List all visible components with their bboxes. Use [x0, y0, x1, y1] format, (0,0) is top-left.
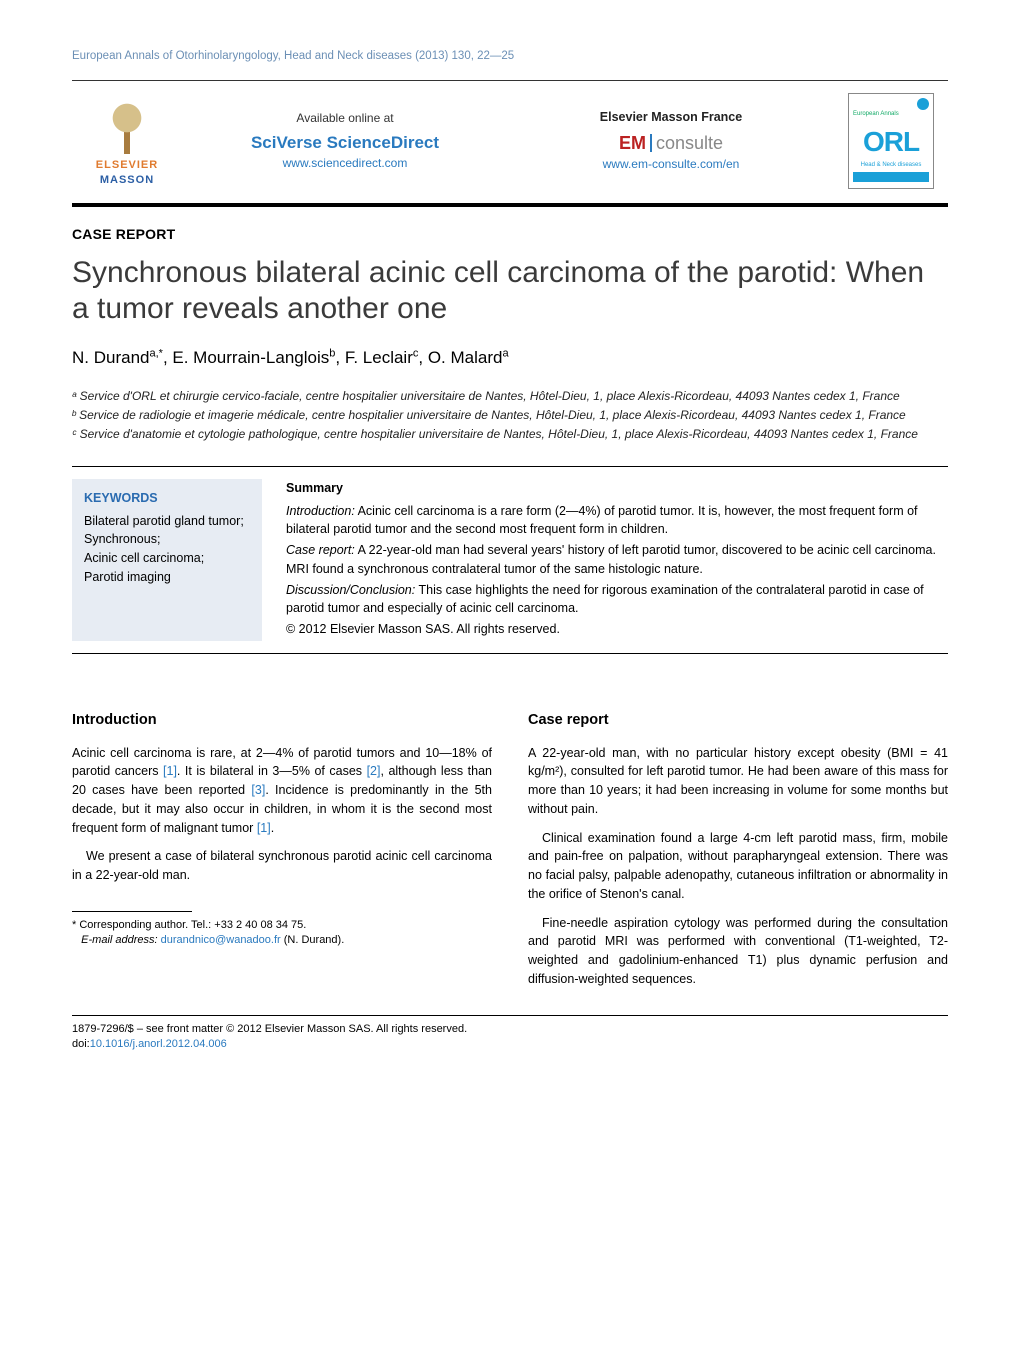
affiliation-b: ᵇ Service de radiologie et imagerie médi… [72, 407, 948, 424]
corr-email-tail: (N. Durand). [281, 934, 345, 946]
ref-link-2[interactable]: [2] [367, 764, 381, 778]
article-title: Synchronous bilateral acinic cell carcin… [72, 255, 948, 328]
introduction-heading: Introduction [72, 710, 492, 732]
doi-link[interactable]: 10.1016/j.anorl.2012.04.006 [90, 1038, 227, 1050]
em-text: EM [619, 133, 646, 153]
cover-title: ORL [849, 122, 933, 161]
keywords-heading: KEYWORDS [84, 489, 250, 508]
corr-line: Corresponding author. Tel.: +33 2 40 08 … [76, 919, 306, 931]
case-paragraph-1: A 22-year-old man, with no particular hi… [528, 744, 948, 819]
disc-runhead: Discussion/Conclusion: [286, 583, 415, 597]
front-matter-line: 1879-7296/$ – see front matter © 2012 El… [72, 1022, 948, 1037]
summary-heading: Summary [286, 479, 948, 498]
summary-copyright: © 2012 Elsevier Masson SAS. All rights r… [286, 620, 948, 639]
summary-discussion: Discussion/Conclusion: This case highlig… [286, 581, 948, 619]
ref-link-3[interactable]: [3] [251, 783, 265, 797]
publisher-logo: ELSEVIER MASSON [72, 90, 182, 193]
ref-link-1[interactable]: [1] [163, 764, 177, 778]
sciverse-logo: SciVerse ScienceDirect [251, 131, 439, 155]
case-runhead: Case report: [286, 543, 355, 557]
page-footer: 1879-7296/$ – see front matter © 2012 El… [72, 1022, 948, 1053]
emconsulte-block: Elsevier Masson France EM consulte www.em… [508, 105, 834, 176]
affiliations: ᵃ Service d'ORL et chirurgie cervico-fac… [72, 388, 948, 444]
intro-p1e: . [271, 821, 274, 835]
case-paragraph-2: Clinical examination found a large 4-cm … [528, 829, 948, 904]
doi-line: doi:10.1016/j.anorl.2012.04.006 [72, 1037, 948, 1052]
cover-subtitle: Head & Neck diseases [849, 161, 933, 169]
masthead: ELSEVIER MASSON Available online at SciV… [72, 80, 948, 199]
masthead-rule [72, 203, 948, 207]
sciencedirect-block: Available online at SciVerse ScienceDire… [182, 106, 508, 175]
em-publisher-label: Elsevier Masson France [600, 109, 742, 127]
intro-text: Acinic cell carcinoma is a rare form (2—… [286, 504, 918, 537]
case-text: A 22-year-old man had several years' his… [286, 543, 936, 576]
intro-p1b: . It is bilateral in 3—5% of cases [177, 764, 367, 778]
author-list: N. Duranda,*, E. Mourrain-Langloisb, F. … [72, 346, 948, 370]
affiliation-a: ᵃ Service d'ORL et chirurgie cervico-fac… [72, 388, 948, 405]
left-column: Introduction Acinic cell carcinoma is ra… [72, 710, 492, 999]
footer-rule [72, 1015, 948, 1016]
elsevier-text: ELSEVIER [96, 158, 158, 173]
emconsulte-link[interactable]: www.em-consulte.com/en [603, 156, 740, 173]
email-label: E-mail address: [81, 934, 160, 946]
cover-badge-icon [917, 98, 929, 110]
journal-cover: European Annals ORL Head & Neck diseases [834, 89, 948, 193]
doi-label: doi: [72, 1038, 90, 1050]
intro-runhead: Introduction: [286, 504, 355, 518]
corresponding-author: * Corresponding author. Tel.: +33 2 40 0… [72, 918, 492, 949]
consulte-text: consulte [656, 133, 723, 153]
intro-paragraph-2: We present a case of bilateral synchrono… [72, 847, 492, 885]
keywords-box: KEYWORDS Bilateral parotid gland tumor; … [72, 479, 262, 641]
summary-introduction: Introduction: Acinic cell carcinoma is a… [286, 502, 948, 540]
keywords-list: Bilateral parotid gland tumor; Synchrono… [84, 512, 250, 587]
cover-smalltext: European Annals [853, 110, 929, 118]
em-divider-icon [650, 134, 652, 152]
keywords-abstract-block: KEYWORDS Bilateral parotid gland tumor; … [72, 466, 948, 654]
running-head: European Annals of Otorhinolaryngology, … [72, 48, 948, 64]
case-report-heading: Case report [528, 710, 948, 732]
body-columns: Introduction Acinic cell carcinoma is ra… [72, 710, 948, 999]
right-column: Case report A 22-year-old man, with no p… [528, 710, 948, 999]
correspondence-rule [72, 911, 192, 912]
summary-case: Case report: A 22-year-old man had sever… [286, 541, 948, 579]
elsevier-tree-icon [97, 94, 157, 154]
cover-footer-band [853, 172, 929, 182]
masson-text: MASSON [100, 173, 154, 188]
emconsulte-logo: EM consulte [619, 131, 723, 156]
case-paragraph-3: Fine-needle aspiration cytology was perf… [528, 914, 948, 989]
corr-email-link[interactable]: durandnico@wanadoo.fr [161, 934, 281, 946]
available-online-label: Available online at [296, 110, 393, 127]
ref-link-1b[interactable]: [1] [257, 821, 271, 835]
abstract-box: Summary Introduction: Acinic cell carcin… [286, 479, 948, 641]
intro-paragraph-1: Acinic cell carcinoma is rare, at 2—4% o… [72, 744, 492, 838]
article-type-label: CASE REPORT [72, 225, 948, 245]
affiliation-c: ᶜ Service d'anatomie et cytologie pathol… [72, 426, 948, 443]
sciencedirect-link[interactable]: www.sciencedirect.com [283, 155, 408, 172]
